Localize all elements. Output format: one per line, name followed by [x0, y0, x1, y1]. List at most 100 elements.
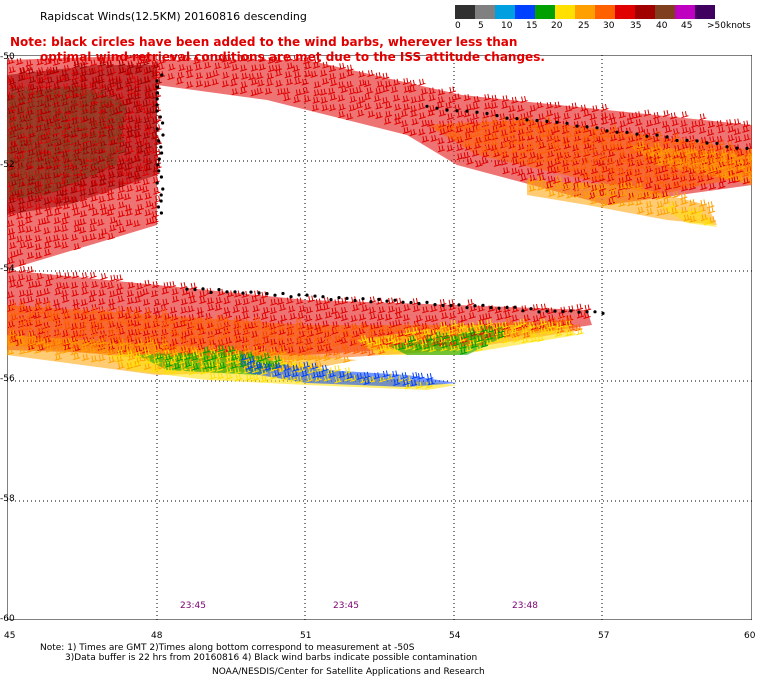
wind-barb	[497, 331, 505, 339]
wind-barb	[266, 79, 274, 87]
wind-barb	[18, 289, 27, 298]
wind-barb	[135, 324, 144, 332]
quality-flag-dot	[535, 118, 539, 123]
colorbar-segment	[495, 5, 515, 19]
wind-barb	[151, 338, 159, 347]
lon-label: 57	[598, 631, 610, 641]
wind-barb	[18, 95, 26, 103]
colorbar-segment	[535, 5, 555, 19]
quality-flag-dot	[409, 300, 413, 305]
lon-label: 45	[4, 631, 16, 641]
quality-flag-dot	[160, 151, 164, 155]
wind-barb	[115, 128, 123, 136]
wind-barb	[321, 104, 329, 112]
wind-barb	[415, 381, 424, 389]
wind-barb	[520, 129, 528, 138]
wind-barb	[90, 168, 98, 176]
colorbar-segment	[595, 5, 615, 19]
wind-barb	[117, 180, 125, 188]
wind-barb	[608, 197, 616, 205]
wind-barb	[46, 274, 54, 282]
wind-barb	[19, 241, 27, 249]
wind-barb	[34, 319, 43, 328]
wind-barb	[55, 76, 64, 84]
wind-barb	[46, 137, 54, 145]
wind-barb	[80, 299, 88, 307]
wind-barb	[27, 136, 35, 144]
wind-barb	[233, 317, 241, 325]
wind-barb	[55, 197, 63, 205]
wind-barb	[53, 95, 61, 103]
wind-barb	[43, 241, 52, 249]
wind-barb	[106, 61, 114, 69]
quality-flag-dot	[159, 193, 163, 197]
wind-barb	[63, 64, 71, 72]
wind-barb	[472, 119, 480, 127]
wind-barb	[88, 68, 96, 76]
wind-barb	[88, 203, 96, 211]
wind-swath	[527, 180, 717, 225]
wind-barb	[556, 164, 565, 172]
wind-barb	[142, 55, 150, 59]
wind-barb	[571, 102, 579, 110]
wind-barb	[64, 177, 72, 185]
wind-barb	[33, 151, 42, 159]
wind-barb	[316, 346, 324, 354]
wind-barb	[107, 180, 115, 188]
wind-barb	[529, 330, 537, 338]
quality-flag-dot	[225, 290, 229, 294]
wind-barb	[508, 129, 516, 138]
map-title: Rapidscat Winds(12.5KM) 20160816 descend…	[40, 10, 307, 23]
wind-barb	[63, 317, 71, 325]
wind-barb	[64, 337, 72, 345]
wind-barb	[118, 59, 126, 67]
wind-barb	[607, 157, 615, 165]
wind-barb	[546, 327, 555, 335]
wind-barb	[532, 303, 540, 311]
wind-barb	[653, 117, 661, 126]
wind-barb	[511, 167, 519, 175]
wind-barb	[16, 280, 24, 288]
quality-flag-dot	[425, 300, 429, 304]
wind-barb	[17, 74, 26, 82]
wind-barb	[619, 120, 627, 128]
wind-barb	[127, 115, 135, 123]
wind-barb	[547, 160, 555, 169]
wind-barb	[226, 356, 234, 365]
colorbar-label: 20	[551, 21, 563, 31]
quality-flag-dot	[485, 111, 489, 116]
wind-barb	[688, 126, 696, 134]
wind-barb	[106, 208, 115, 217]
wind-barb	[626, 181, 634, 189]
wind-barb	[602, 190, 610, 198]
wind-barb	[126, 184, 134, 193]
wind-barb	[707, 206, 716, 214]
wind-barb	[62, 212, 71, 220]
wind-barb	[590, 119, 598, 127]
wind-barb	[61, 233, 69, 241]
wind-barb	[168, 281, 177, 289]
wind-barb	[16, 128, 25, 136]
wind-barb	[700, 183, 708, 191]
wind-barb	[710, 157, 718, 166]
wind-barb	[34, 202, 42, 210]
wind-barb	[81, 235, 89, 243]
wind-barb	[535, 140, 544, 148]
wind-barb	[27, 195, 35, 203]
wind-barb	[253, 340, 261, 348]
wind-barb	[258, 63, 266, 71]
wind-barb	[79, 103, 88, 111]
wind-barb	[421, 306, 430, 314]
wind-barb	[312, 96, 320, 104]
wind-barb	[384, 344, 392, 352]
wind-barb	[634, 111, 642, 119]
wind-barb	[169, 366, 178, 375]
wind-barb	[555, 175, 563, 183]
wind-barb	[79, 189, 87, 197]
quality-flag-dot	[435, 106, 439, 110]
wind-barb	[652, 165, 660, 173]
wind-barb	[475, 160, 483, 168]
quality-flag-dot	[745, 146, 749, 150]
wind-barb	[384, 101, 393, 109]
wind-barb	[504, 311, 512, 319]
